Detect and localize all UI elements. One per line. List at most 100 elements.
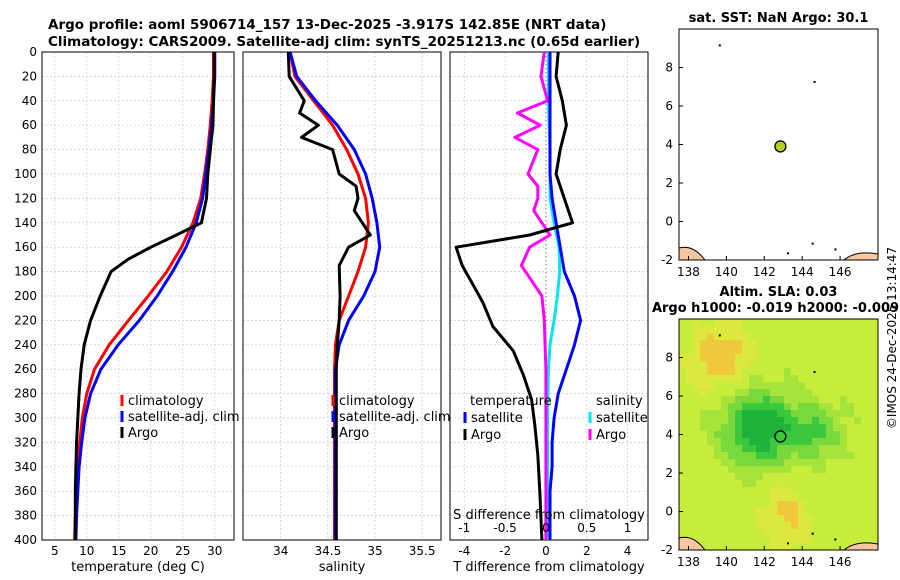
x-tick-label: 34.5 [314, 544, 341, 558]
sla-cell [840, 445, 847, 452]
sla-cell [875, 368, 878, 375]
sla-cell [840, 543, 847, 550]
sla-cell [784, 529, 791, 536]
sla-cell [749, 487, 756, 494]
sla-cell [798, 522, 805, 529]
sla-cell [826, 487, 833, 494]
sla-cell [756, 501, 763, 508]
sla-cell [742, 361, 749, 368]
sla-cell [721, 410, 728, 417]
sla-cell [875, 501, 878, 508]
sla-cell [679, 319, 686, 326]
sla-cell [728, 529, 735, 536]
sla-cell [763, 494, 770, 501]
sla-cell [735, 501, 742, 508]
sla-cell [707, 438, 714, 445]
sla-cell [805, 480, 812, 487]
sla-cell [763, 508, 770, 515]
sla-cell [693, 452, 700, 459]
sla-cell [819, 340, 826, 347]
sla-cell [686, 340, 693, 347]
sla-cell [721, 354, 728, 361]
sla-cell [756, 389, 763, 396]
sla-cell [714, 501, 721, 508]
sla-cell [861, 319, 868, 326]
sla-cell [833, 529, 840, 536]
sla-cell [875, 445, 878, 452]
sla-cell [714, 466, 721, 473]
sla-cell [805, 508, 812, 515]
sla-cell [791, 319, 798, 326]
sla-cell [805, 487, 812, 494]
sla-cell [679, 340, 686, 347]
sla-cell [833, 396, 840, 403]
sla-cell [798, 326, 805, 333]
sla-cell [791, 375, 798, 382]
sla-cell [756, 361, 763, 368]
sla-cell [777, 424, 784, 431]
sla-cell [812, 396, 819, 403]
sla-cell [756, 494, 763, 501]
sla-cell [735, 515, 742, 522]
sla-cell [777, 494, 784, 501]
title-line-2: Climatology: CARS2009. Satellite-adj cli… [48, 34, 640, 50]
sla-cell [833, 452, 840, 459]
sla-cell [875, 522, 878, 529]
sla-cell [749, 501, 756, 508]
sla-cell [854, 522, 861, 529]
sla-cell [784, 543, 791, 550]
sla-cell [749, 333, 756, 340]
sla-cell [868, 515, 875, 522]
legend-entry-label: Argo [596, 428, 626, 443]
sla-cell [861, 417, 868, 424]
x-tick-label: 0 [542, 544, 550, 558]
sla-cell [707, 445, 714, 452]
sla-cell [714, 410, 721, 417]
sla-cell [728, 382, 735, 389]
sla-cell [728, 354, 735, 361]
sla-cell [700, 333, 707, 340]
sla-cell [805, 382, 812, 389]
sla-cell [721, 389, 728, 396]
sla-cell [735, 375, 742, 382]
sla-cell [693, 403, 700, 410]
sla-cell [833, 361, 840, 368]
sla-cell [805, 319, 812, 326]
sla-cell [868, 319, 875, 326]
sla-cell [693, 340, 700, 347]
sla-cell [735, 473, 742, 480]
sla-cell [742, 515, 749, 522]
sla-cell [735, 543, 742, 550]
sla-cell [777, 361, 784, 368]
sla-cell [847, 375, 854, 382]
depth-tick-label: 180 [14, 265, 37, 279]
sla-cell [707, 494, 714, 501]
sla-cell [805, 501, 812, 508]
sla-cell [728, 515, 735, 522]
sla-cell [770, 501, 777, 508]
sla-cell [714, 417, 721, 424]
sla-cell [826, 340, 833, 347]
sla-cell [721, 487, 728, 494]
sla-cell [826, 382, 833, 389]
sla-cell [791, 431, 798, 438]
plot-frame [242, 51, 442, 541]
sla-cell [742, 326, 749, 333]
sla-cell [693, 347, 700, 354]
island-dot [834, 538, 837, 541]
sla-cell [714, 543, 721, 550]
sla-cell [798, 340, 805, 347]
sla-cell [847, 480, 854, 487]
sla-cell [784, 347, 791, 354]
sla-cell [805, 473, 812, 480]
sla-cell [756, 319, 763, 326]
sla-cell [826, 326, 833, 333]
sla-cell [791, 403, 798, 410]
sla-cell [721, 445, 728, 452]
sla-cell [875, 431, 878, 438]
map-x-tick-label: 142 [753, 555, 776, 569]
sla-cell [805, 424, 812, 431]
sla-cell [826, 452, 833, 459]
sla-cell [770, 480, 777, 487]
depth-tick-label: 300 [14, 411, 37, 425]
